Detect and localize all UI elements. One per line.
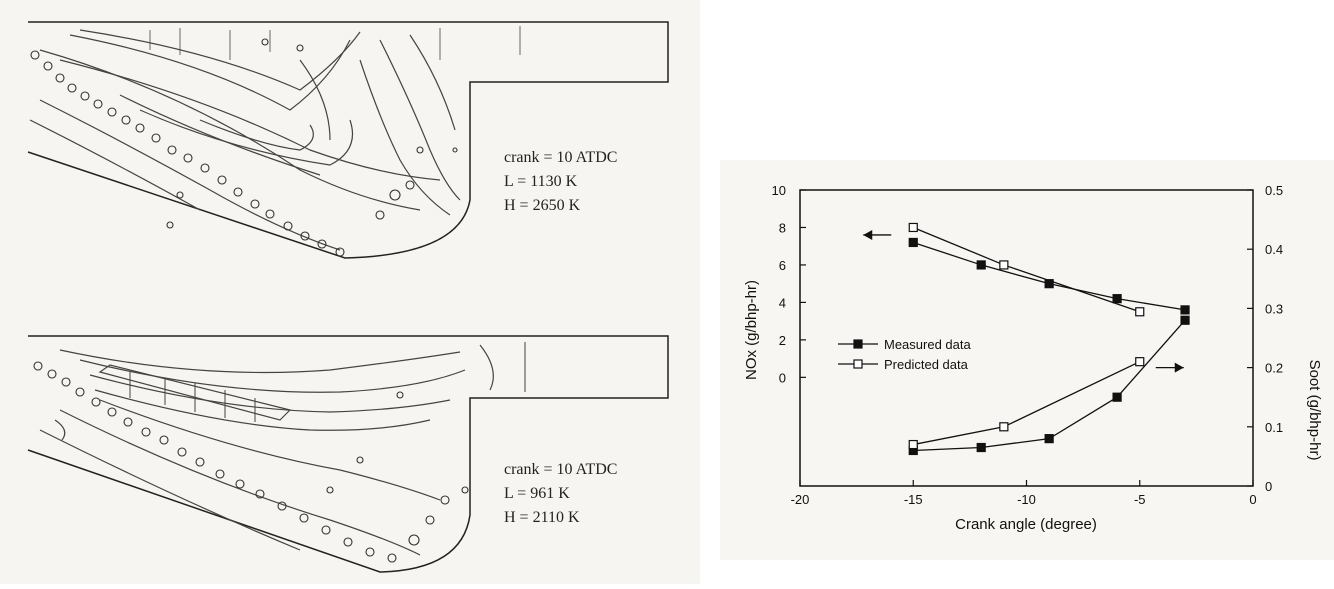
y-right-tick-label: 0.2: [1265, 361, 1283, 376]
contour-line: [409, 34, 456, 131]
contour-panel-top: [27, 21, 669, 259]
y-left-tick-label: 4: [779, 295, 786, 310]
contour-line: [89, 374, 451, 413]
velocity-vectors: [129, 372, 256, 422]
chamber-outline-top: [27, 21, 669, 259]
legend: Measured data Predicted data: [838, 337, 971, 372]
y-right-tick-label: 0.5: [1265, 183, 1283, 198]
contour-figure: crank = 10 ATDC L = 1130 K H = 2650 K: [0, 0, 700, 584]
contour-line: [59, 349, 461, 374]
axis-arrows: [863, 229, 1184, 373]
x-tick-label: -15: [904, 492, 923, 507]
low-temp-label: L = 961 K: [504, 485, 570, 502]
contour-line: [79, 29, 361, 91]
spray-droplets-top: [30, 38, 458, 257]
contour-line: [59, 409, 421, 556]
contour-line: [379, 39, 461, 201]
measured-point: [908, 237, 918, 248]
contour-line: [359, 59, 451, 216]
measured-point: [1180, 305, 1190, 315]
measured-point: [1044, 279, 1054, 289]
spray-droplets-bottom: [33, 361, 469, 563]
y-left-tick-label: 6: [779, 258, 786, 273]
y-left-tick-label: 10: [772, 183, 786, 198]
predicted-point: [1135, 357, 1145, 367]
measured-point: [976, 260, 986, 270]
temperature-legend-top: crank = 10 ATDC L = 1130 K H = 2650 K: [504, 149, 617, 214]
x-tick-label: 0: [1249, 492, 1256, 507]
velocity-vectors: [149, 26, 521, 60]
legend-predicted-label: Predicted data: [884, 357, 969, 372]
crank-label: crank = 10 ATDC: [504, 149, 617, 166]
x-tick-label: -10: [1017, 492, 1036, 507]
arrow-head: [863, 229, 873, 240]
chart-svg: Crank angle (degree) NOx (g/bhp-hr) Soot…: [743, 183, 1323, 533]
series-line: [913, 361, 1141, 446]
legend-predicted-marker: [853, 359, 863, 369]
temperature-legend-bottom: crank = 10 ATDC L = 961 K H = 2110 K: [504, 461, 617, 526]
crank-label: crank = 10 ATDC: [504, 461, 617, 478]
contour-line: [299, 59, 331, 141]
x-tick-label: -20: [791, 492, 810, 507]
measured-point: [1112, 392, 1122, 402]
y-axis-label-right: Soot (g/bhp-hr): [1306, 360, 1323, 461]
predicted-point: [999, 422, 1009, 432]
y-left-tick-label: 8: [779, 220, 786, 235]
predicted-point: [999, 260, 1009, 270]
contour-line: [199, 119, 314, 151]
data-series: [908, 222, 1190, 456]
x-tick-label: -5: [1134, 492, 1146, 507]
contour-line: [119, 94, 321, 176]
contour-line: [69, 34, 351, 111]
contour-panel-bottom: [27, 335, 669, 573]
y-right-tick-label: 0: [1265, 479, 1272, 494]
predicted-point: [908, 439, 918, 450]
contour-line: [54, 419, 66, 441]
nox-soot-chart: Crank angle (degree) NOx (g/bhp-hr) Soot…: [720, 160, 1334, 560]
measured-point: [1180, 315, 1190, 325]
low-temp-label: L = 1130 K: [504, 173, 578, 190]
contour-line: [94, 389, 431, 431]
y-right-tick-label: 0.1: [1265, 420, 1283, 435]
contour-svg: crank = 10 ATDC L = 1130 K H = 2650 K: [27, 21, 669, 573]
series-line: [913, 226, 1140, 313]
y-left-tick-label: 2: [779, 333, 786, 348]
y-axis-label-left: NOx (g/bhp-hr): [743, 280, 760, 380]
series-line: [913, 241, 1186, 311]
y-left-tick-label: 0: [779, 370, 786, 385]
measured-point: [1044, 434, 1054, 444]
measured-point: [976, 442, 986, 453]
contour-line: [99, 399, 441, 501]
y-right-tick-label: 0.4: [1265, 242, 1283, 257]
chamber-outline-bottom: [27, 335, 669, 573]
y-right-tick-label: 0.3: [1265, 301, 1283, 316]
contour-line: [39, 49, 421, 211]
contour-line: [39, 429, 301, 551]
contour-line: [98, 364, 292, 421]
measured-point: [1112, 294, 1122, 304]
high-temp-label: H = 2110 K: [504, 509, 580, 526]
high-temp-label: H = 2650 K: [504, 197, 581, 214]
contour-line: [59, 59, 441, 181]
contour-line: [39, 99, 341, 251]
contour-line: [29, 119, 201, 211]
legend-measured-label: Measured data: [884, 337, 971, 352]
predicted-point: [1135, 307, 1145, 317]
x-axis-label: Crank angle (degree): [955, 516, 1097, 533]
contour-line: [139, 109, 354, 166]
arrow-head: [1174, 362, 1184, 373]
predicted-point: [908, 222, 918, 233]
legend-measured-marker: [853, 339, 863, 349]
contour-line: [479, 344, 494, 391]
